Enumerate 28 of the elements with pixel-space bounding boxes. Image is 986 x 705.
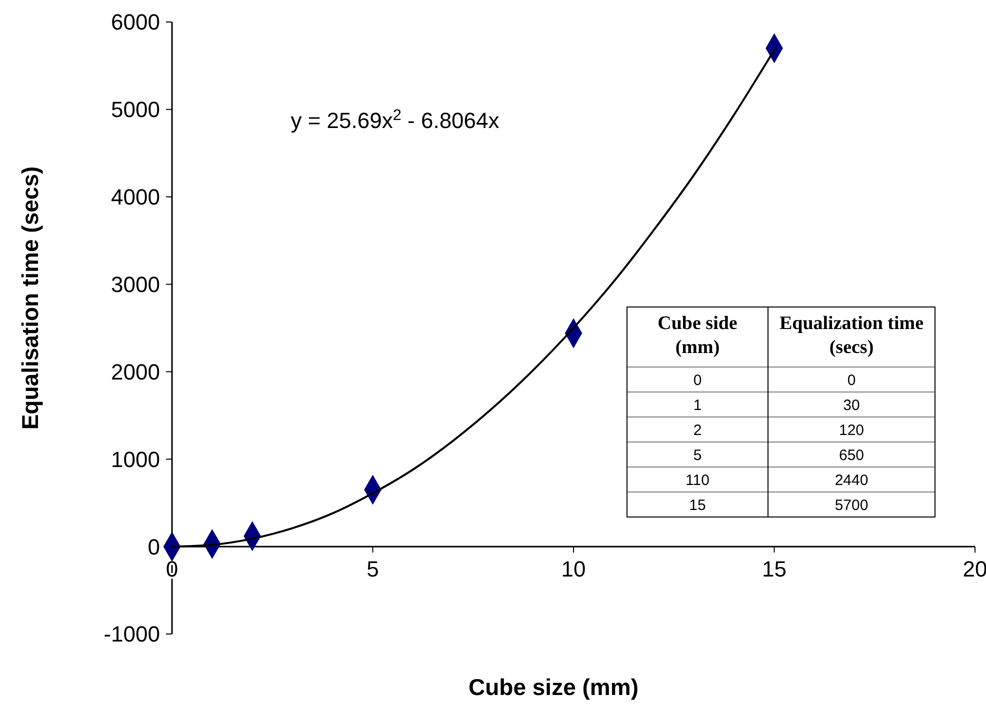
annotation: 2440 [834,472,868,489]
annotation: 650 [838,446,864,464]
annotation: 0 [847,372,856,389]
annotation: 1 [693,396,702,414]
annotation: y = 25.69x$^{2}$ - 6.8064x [290,106,500,133]
annotation: 30 [843,396,860,414]
annotation: Equalization time (secs) [779,313,924,358]
x-tick-label: 5 [366,556,379,582]
annotation: 5 [693,446,702,464]
y-tick-label: 3000 [111,272,160,297]
annotation: Cube side (mm) [658,313,738,358]
y-tick-label: 2000 [111,359,160,384]
y-tick-label: 6000 [111,10,160,35]
y-tick-label: -1000 [104,622,160,647]
y-axis-title: Equalisation time (secs) [17,166,43,430]
annotation: 0 [693,372,702,389]
annotation: 2 [693,422,702,439]
annotation: 15 [689,496,706,514]
y-tick-label: 5000 [111,97,160,122]
annotation: 5700 [834,496,868,514]
x-tick-label: 15 [762,556,786,582]
annotation: 110 [686,472,710,489]
y-tick-label: 4000 [111,184,160,210]
annotation: 120 [838,422,864,439]
x-tick-label: 10 [561,556,586,582]
x-axis-title: Cube size (mm) [468,674,638,700]
y-tick-label: 1000 [111,446,160,472]
y-tick-label: 0 [148,534,160,560]
